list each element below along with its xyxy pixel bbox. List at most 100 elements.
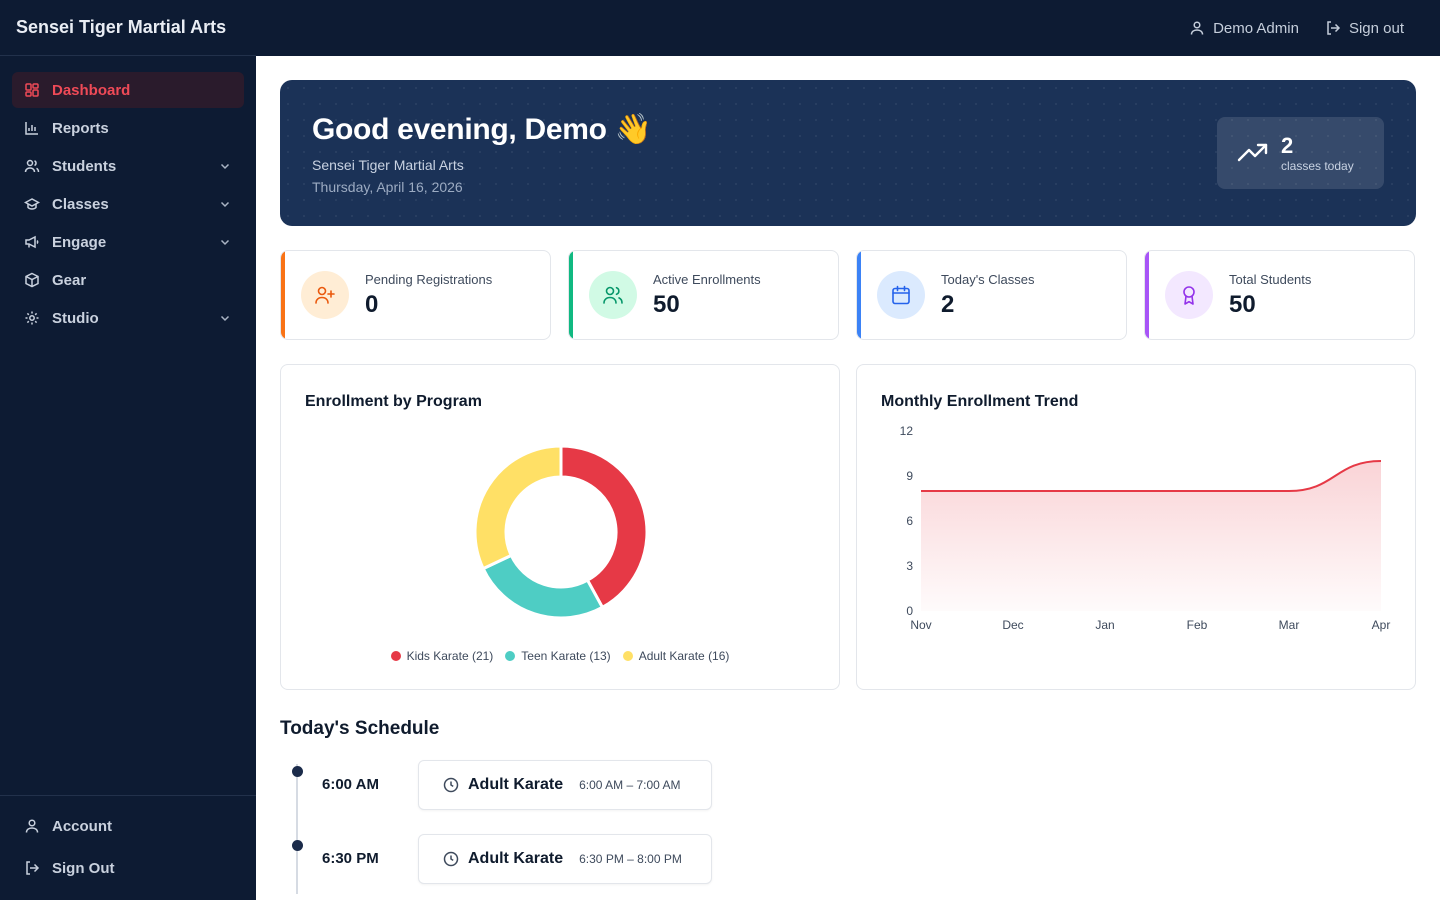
studio-name: Sensei Tiger Martial Arts (312, 157, 464, 173)
chevron-down-icon (218, 235, 232, 249)
sidebar-item-classes[interactable]: Classes (12, 186, 244, 222)
sign-out-label: Sign out (1348, 19, 1404, 37)
class-time-range: 6:00 AM – 7:00 AM (579, 778, 681, 792)
users-icon (589, 271, 637, 319)
award-icon (1165, 271, 1213, 319)
clock-icon (443, 851, 459, 867)
sidebar-item-label: Studio (52, 309, 99, 327)
stat-card-total-students[interactable]: Total Students 50 (1144, 250, 1415, 340)
chart-title: Monthly Enrollment Trend (881, 393, 1079, 410)
greeting: Good evening, Demo 👋 (312, 113, 652, 146)
legend-swatch (622, 651, 633, 661)
legend-item: Adult Karate (16) (622, 649, 730, 663)
calendar-icon (877, 271, 925, 319)
stat-label: Total Students (1229, 271, 1312, 287)
class-name: Adult Karate (468, 850, 564, 867)
sidebar-item-label: Reports (52, 119, 109, 137)
sidebar-item-label: Sign Out (52, 859, 115, 877)
classes-today-label: classes today (1281, 159, 1354, 173)
classes-today-badge: 2 classes today (1217, 117, 1384, 189)
sidebar-item-sign-out[interactable]: Sign Out (12, 848, 244, 888)
welcome-banner: Good evening, Demo 👋 Sensei Tiger Martia… (280, 80, 1416, 226)
sidebar: Sensei Tiger Martial Arts Dashboard Repo… (0, 0, 256, 900)
schedule-title: Today's Schedule (280, 718, 440, 739)
stat-label: Active Enrollments (653, 271, 761, 287)
x-tick-label: Apr (1372, 618, 1391, 632)
chevron-down-icon (218, 311, 232, 325)
donut-slice[interactable] (481, 553, 605, 620)
x-tick-label: Feb (1187, 618, 1208, 632)
charts-row: Enrollment by Program Kids Karate (21) Te… (280, 364, 1416, 690)
sidebar-item-label: Account (52, 817, 112, 835)
clock-icon (443, 777, 459, 793)
graduation-cap-icon (24, 196, 40, 212)
dashboard-icon (24, 82, 40, 98)
timeline-time: 6:30 PM (322, 850, 379, 867)
stat-cards: Pending Registrations 0 Active Enrollmen… (280, 250, 1416, 340)
legend-swatch (505, 651, 516, 661)
sidebar-item-label: Engage (52, 233, 107, 251)
classes-today-count: 2 (1281, 133, 1294, 158)
legend-item: Kids Karate (21) (390, 649, 494, 663)
series-line (921, 460, 1382, 492)
sidebar-item-students[interactable]: Students (12, 148, 244, 184)
current-date: Thursday, April 16, 2026 (312, 179, 463, 195)
sidebar-item-gear[interactable]: Gear (12, 262, 244, 298)
sidebar-item-studio[interactable]: Studio (12, 300, 244, 336)
donut-slice[interactable] (473, 444, 563, 571)
x-tick-label: Dec (1002, 618, 1023, 632)
area-fill (921, 461, 1381, 611)
legend-item: Teen Karate (13) (505, 649, 611, 663)
chevron-down-icon (218, 197, 232, 211)
y-tick-label: 12 (900, 424, 914, 438)
gear-icon (24, 310, 40, 326)
y-tick-label: 9 (906, 469, 913, 483)
sidebar-item-dashboard[interactable]: Dashboard (12, 72, 244, 108)
accent-bar (281, 251, 285, 339)
legend-label: Teen Karate (13) (521, 649, 611, 663)
donut-slice[interactable] (559, 444, 649, 610)
user-plus-icon (301, 271, 349, 319)
accent-bar (857, 251, 861, 339)
x-tick-label: Mar (1279, 618, 1300, 632)
users-icon (24, 158, 40, 174)
schedule-timeline: 6:00 AM Adult Karate 6:00 AM – 7:00 AM 6… (280, 760, 1416, 894)
monthly-enrollment-trend-card: Monthly Enrollment Trend 0 3 6 9 12 Nov Dec Jan… (856, 364, 1416, 690)
stat-label: Pending Registrations (365, 271, 493, 287)
timeline-time: 6:00 AM (322, 776, 379, 793)
stat-value: 50 (1229, 290, 1256, 318)
sidebar-item-engage[interactable]: Engage (12, 224, 244, 260)
class-card[interactable]: Adult Karate 6:30 PM – 8:00 PM (418, 834, 712, 884)
sign-out-button[interactable]: Sign out (1325, 20, 1404, 37)
sidebar-item-label: Dashboard (52, 81, 131, 99)
y-tick-label: 6 (906, 514, 913, 528)
timeline-dot (292, 840, 303, 851)
x-tick-label: Nov (910, 618, 931, 632)
stat-card-active-enrollments[interactable]: Active Enrollments 50 (568, 250, 839, 340)
topbar: Demo Admin Sign out (256, 0, 1440, 56)
sign-out-icon (24, 860, 40, 876)
user-menu-button[interactable]: Demo Admin (1189, 20, 1299, 37)
user-icon (1190, 21, 1204, 35)
sidebar-item-label: Gear (52, 271, 87, 289)
accent-bar (569, 251, 573, 339)
megaphone-icon (24, 234, 40, 250)
legend-label: Kids Karate (21) (406, 649, 494, 663)
sidebar-nav: Dashboard Reports Students Classes (0, 56, 256, 336)
class-card[interactable]: Adult Karate 6:00 AM – 7:00 AM (418, 760, 712, 810)
legend-swatch (390, 651, 401, 661)
accent-bar (1145, 251, 1149, 339)
stat-card-pending-registrations[interactable]: Pending Registrations 0 (280, 250, 551, 340)
class-time-range: 6:30 PM – 8:00 PM (579, 852, 682, 866)
donut-chart (473, 444, 649, 620)
sidebar-item-reports[interactable]: Reports (12, 110, 244, 146)
sidebar-item-label: Students (52, 157, 117, 175)
stat-card-todays-classes[interactable]: Today's Classes 2 (856, 250, 1127, 340)
sidebar-footer: Account Sign Out (0, 795, 256, 900)
chart-legend: Kids Karate (21) Teen Karate (13) Adult Ka… (281, 649, 839, 663)
y-tick-label: 0 (906, 604, 913, 618)
box-icon (24, 272, 40, 288)
sidebar-item-account[interactable]: Account (12, 806, 244, 846)
sidebar-item-label: Classes (52, 195, 109, 213)
legend-label: Adult Karate (16) (638, 649, 730, 663)
